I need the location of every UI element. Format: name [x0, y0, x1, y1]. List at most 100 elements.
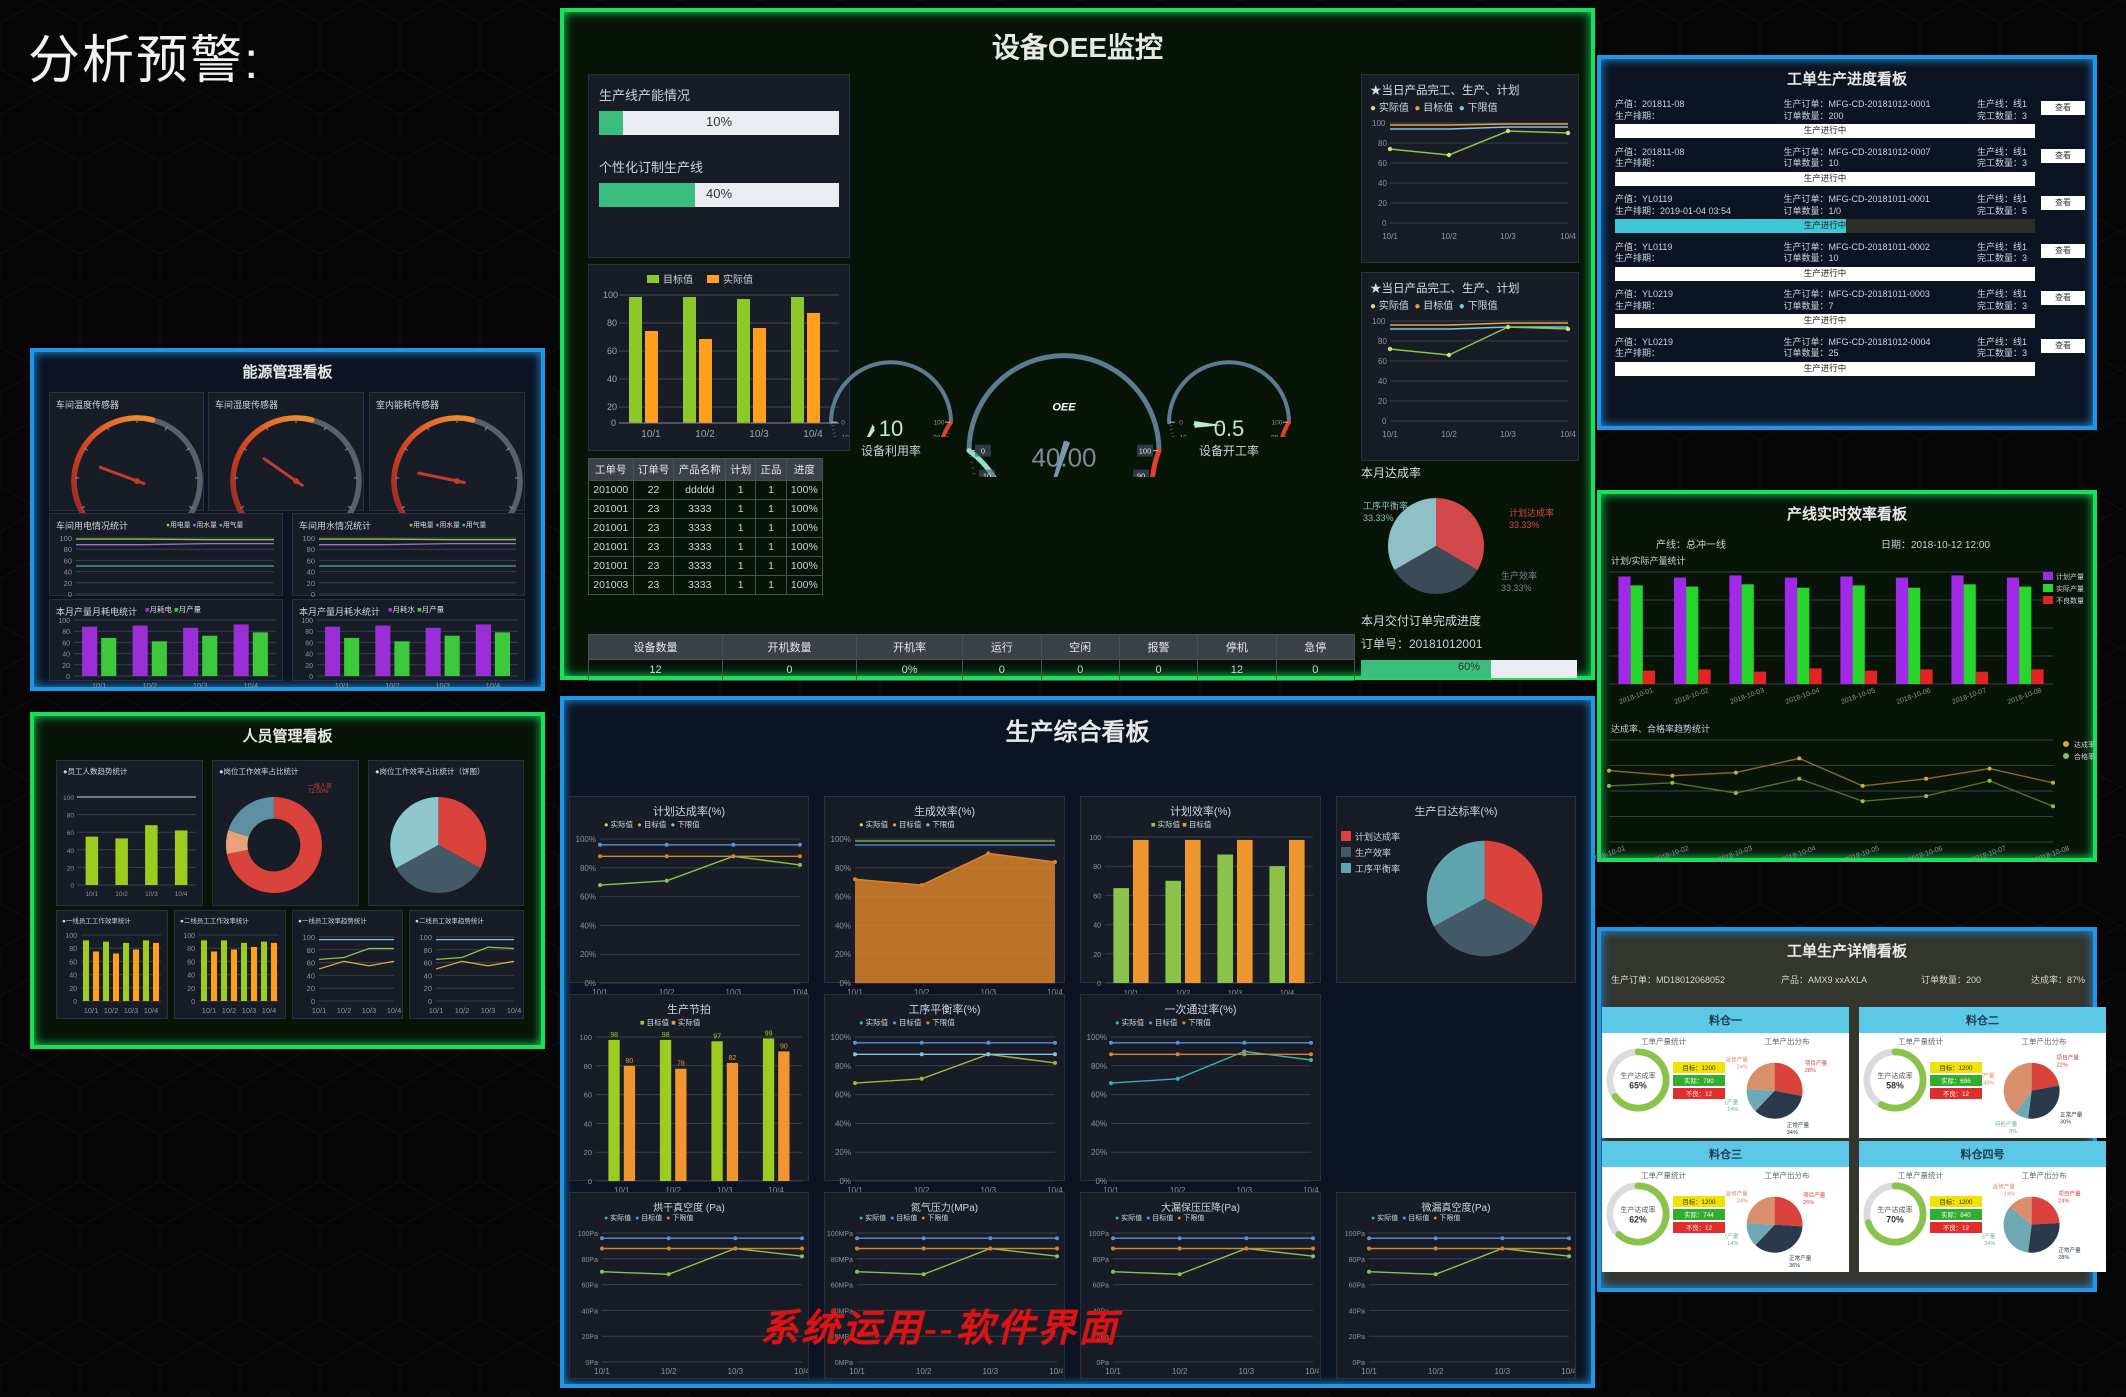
svg-text:0: 0 [841, 420, 845, 427]
svg-text:10/1: 10/1 [594, 1367, 610, 1376]
svg-text:10/1: 10/1 [429, 1006, 444, 1015]
svg-text:10/4: 10/4 [387, 1006, 402, 1015]
svg-text:20: 20 [69, 986, 77, 993]
svg-text:99: 99 [765, 1030, 773, 1037]
svg-text:60: 60 [305, 640, 313, 647]
svg-text:10/4: 10/4 [1560, 430, 1576, 439]
svg-text:10/2: 10/2 [1172, 1367, 1188, 1376]
svg-text:10/2: 10/2 [115, 891, 128, 898]
svg-text:10/2: 10/2 [385, 681, 400, 690]
svg-text:10/3: 10/3 [145, 891, 158, 898]
svg-text:80%: 80% [1091, 1062, 1107, 1071]
svg-text:2018-10-08: 2018-10-08 [2007, 687, 2043, 706]
svg-text:40%: 40% [580, 921, 596, 930]
svg-text:0%: 0% [839, 979, 851, 988]
svg-text:100%: 100% [1087, 1033, 1107, 1042]
svg-text:80: 80 [1378, 139, 1387, 148]
svg-text:0: 0 [70, 883, 74, 890]
svg-text:0: 0 [309, 674, 313, 681]
svg-text:10/2: 10/2 [222, 1006, 237, 1015]
svg-text:100Pa: 100Pa [578, 1231, 598, 1238]
svg-text:10/2: 10/2 [142, 681, 157, 690]
svg-text:98: 98 [662, 1032, 670, 1039]
svg-text:工序平衡率: 工序平衡率 [1355, 863, 1400, 874]
svg-text:10/3: 10/3 [193, 681, 208, 690]
svg-text:80%: 80% [580, 864, 596, 873]
svg-text:60: 60 [424, 959, 432, 968]
svg-text:10/1: 10/1 [1382, 430, 1398, 439]
svg-text:2018-10-03: 2018-10-03 [1717, 845, 1753, 864]
svg-text:生产效率: 生产效率 [1501, 570, 1537, 581]
svg-text:正常产量: 正常产量 [1789, 1254, 1812, 1262]
svg-text:10/4: 10/4 [486, 681, 501, 690]
svg-text:10: 10 [842, 435, 850, 438]
svg-text:60%: 60% [1091, 1091, 1107, 1100]
svg-text:82: 82 [729, 1055, 737, 1062]
svg-text:0%: 0% [1095, 1177, 1107, 1186]
svg-text:0: 0 [191, 999, 195, 1006]
svg-text:80: 80 [307, 545, 315, 554]
svg-text:40.00: 40.00 [1031, 443, 1096, 473]
svg-text:0%: 0% [839, 1177, 851, 1186]
svg-text:10/2: 10/2 [455, 1006, 470, 1015]
svg-text:60: 60 [187, 959, 195, 966]
svg-text:0: 0 [73, 999, 77, 1006]
svg-text:2018-10-01: 2018-10-01 [1595, 845, 1627, 864]
svg-text:2018-10-07: 2018-10-07 [1951, 687, 1987, 706]
svg-text:60: 60 [62, 640, 70, 647]
svg-text:80: 80 [69, 946, 77, 953]
svg-text:20: 20 [307, 579, 315, 588]
svg-text:100: 100 [183, 933, 195, 940]
svg-text:40Pa: 40Pa [582, 1308, 598, 1315]
svg-text:60%: 60% [835, 1091, 851, 1100]
svg-text:待检产量: 待检产量 [1982, 1232, 1996, 1240]
svg-text:10/3: 10/3 [1495, 1367, 1511, 1376]
svg-text:项目产量: 项目产量 [2058, 1189, 2081, 1197]
svg-text:10/2: 10/2 [337, 1006, 352, 1015]
svg-text:0: 0 [588, 1177, 592, 1186]
svg-text:80Pa: 80Pa [1093, 1257, 1109, 1264]
svg-text:10: 10 [983, 472, 991, 477]
svg-text:10/2: 10/2 [1441, 232, 1457, 241]
svg-text:待检产量: 待检产量 [1725, 1098, 1739, 1106]
svg-text:生产达成率: 生产达成率 [1620, 1071, 1655, 1080]
svg-text:20%: 20% [580, 950, 596, 959]
svg-text:20: 20 [67, 865, 75, 872]
svg-text:80: 80 [626, 1058, 634, 1065]
svg-text:10/4: 10/4 [507, 1006, 522, 1015]
svg-text:10/3: 10/3 [749, 429, 769, 440]
svg-text:24%: 24% [2058, 1198, 2069, 1204]
svg-text:2018-10-04: 2018-10-04 [1785, 687, 1821, 706]
svg-text:0: 0 [1382, 417, 1387, 426]
svg-text:目标值: 目标值 [663, 273, 693, 286]
svg-text:97: 97 [713, 1033, 721, 1040]
svg-text:90: 90 [780, 1043, 788, 1050]
svg-text:2018-10-05: 2018-10-05 [1840, 687, 1876, 706]
svg-text:10/4: 10/4 [144, 1006, 159, 1015]
svg-text:0: 0 [428, 997, 432, 1006]
svg-text:2018-10-08: 2018-10-08 [2034, 845, 2070, 864]
svg-text:100%: 100% [831, 835, 851, 844]
svg-text:项目产量: 项目产量 [1805, 1059, 1828, 1067]
svg-text:10: 10 [1180, 435, 1188, 438]
svg-text:10/3: 10/3 [242, 1006, 257, 1015]
svg-text:80: 80 [1093, 864, 1101, 871]
svg-text:0: 0 [1097, 981, 1101, 988]
svg-text:33.33%: 33.33% [1363, 513, 1394, 523]
svg-text:10/4: 10/4 [175, 891, 188, 898]
svg-text:工序平衡率: 工序平衡率 [1363, 500, 1408, 511]
svg-text:0: 0 [66, 674, 70, 681]
svg-text:10/2: 10/2 [104, 1006, 119, 1015]
svg-text:10/1: 10/1 [335, 681, 350, 690]
svg-text:2018-10-02: 2018-10-02 [1674, 687, 1710, 706]
svg-text:10/1: 10/1 [86, 891, 99, 898]
svg-text:40: 40 [69, 973, 77, 980]
svg-text:28%: 28% [2058, 1255, 2069, 1261]
svg-text:60Pa: 60Pa [1349, 1283, 1365, 1290]
svg-text:100: 100 [1272, 420, 1283, 427]
svg-text:20: 20 [62, 663, 70, 670]
svg-text:40: 40 [67, 848, 75, 855]
svg-text:100: 100 [603, 290, 618, 300]
svg-text:正常产量: 正常产量 [2058, 1246, 2081, 1254]
svg-text:不良数量: 不良数量 [2056, 596, 2084, 605]
